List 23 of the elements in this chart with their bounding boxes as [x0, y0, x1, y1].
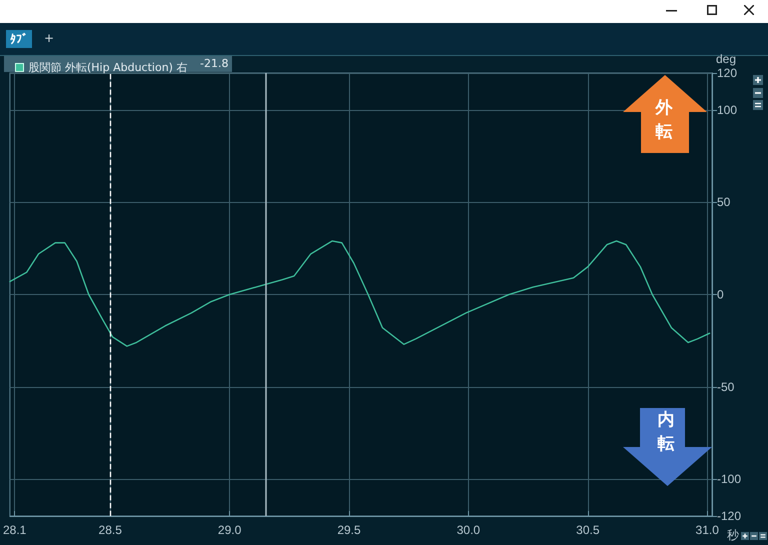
annotation: 内転 — [657, 409, 675, 456]
x-axis-title: 秒 — [727, 528, 739, 542]
y-tick-label: 50 — [717, 195, 731, 210]
line-series — [9, 240, 710, 347]
x-tick-label: 30.0 — [456, 523, 480, 537]
y-tick-label: 120 — [717, 66, 738, 80]
y-tick-label: 0 — [717, 288, 724, 302]
text: ﾀﾌﾞ — [6, 30, 32, 48]
legend-label: 股関節 外転(Hip Abduction) 右 — [28, 61, 188, 74]
text: + — [44, 31, 54, 45]
annotation: 外転 — [655, 97, 673, 144]
x-tick-label: 28.5 — [98, 523, 122, 537]
x-tick-label: 29.5 — [337, 523, 362, 537]
x-tick-label: 31.0 — [696, 523, 720, 537]
x-tick-label: 28.1 — [3, 523, 27, 537]
x-tick-label: 29.0 — [218, 523, 242, 537]
y-axis-title: deg — [716, 52, 736, 66]
y-tick-label: -100 — [717, 472, 742, 486]
y-tick-label: 100 — [717, 102, 738, 117]
y-tick-label: -50 — [717, 380, 735, 394]
x-tick-label: 30.5 — [576, 523, 600, 537]
y-tick-label: -120 — [717, 509, 742, 523]
text: -21.8 — [200, 57, 228, 70]
